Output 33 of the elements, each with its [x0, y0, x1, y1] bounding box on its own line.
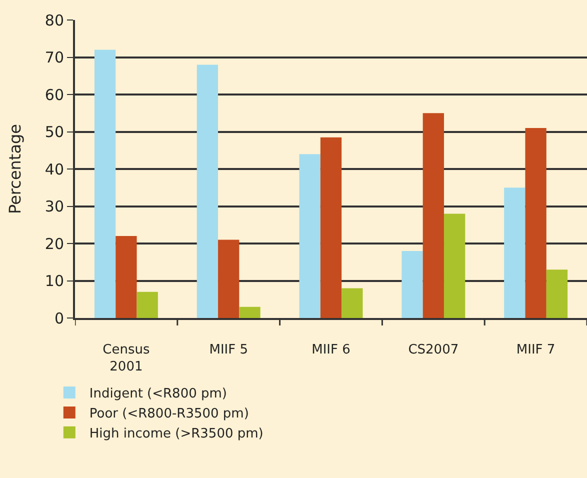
- y-tick-label: 10: [44, 272, 64, 290]
- bar: [239, 306, 260, 318]
- bar: [94, 50, 116, 318]
- y-tick-label: 50: [44, 123, 64, 141]
- x-tick-label: CS2007: [408, 342, 459, 358]
- y-tick-label: 70: [44, 48, 64, 66]
- bar: [342, 288, 363, 318]
- x-tick-label: MIIF 6: [312, 342, 350, 358]
- y-tick-label: 20: [44, 234, 64, 253]
- bar: [504, 188, 526, 318]
- bar: [402, 250, 423, 318]
- y-tick-label: 80: [44, 11, 64, 30]
- legend-label: High income (>R3500 pm): [89, 426, 264, 442]
- y-tick-label: 0: [54, 309, 64, 328]
- bar: [444, 214, 466, 318]
- bar: [422, 113, 444, 318]
- legend-label: Indigent (<R800 pm): [89, 386, 227, 402]
- x-tick-label: Census 2001: [102, 342, 150, 374]
- bar: [525, 128, 546, 318]
- bar: [116, 236, 137, 318]
- bar: [196, 64, 218, 318]
- y-tick-label: 30: [44, 198, 64, 216]
- y-tick-label: 60: [44, 86, 64, 104]
- bar: [218, 240, 240, 318]
- bar: [546, 270, 568, 318]
- bar: [136, 292, 158, 318]
- legend-label: Poor (<R800-R3500 pm): [89, 406, 249, 422]
- y-axis-title: Percentage: [5, 124, 24, 214]
- y-tick-label: 40: [44, 160, 64, 178]
- x-tick-label: MIIF 7: [516, 342, 556, 358]
- x-tick-label: MIIF 5: [209, 342, 248, 358]
- bar: [299, 154, 320, 318]
- bar: [320, 137, 342, 318]
